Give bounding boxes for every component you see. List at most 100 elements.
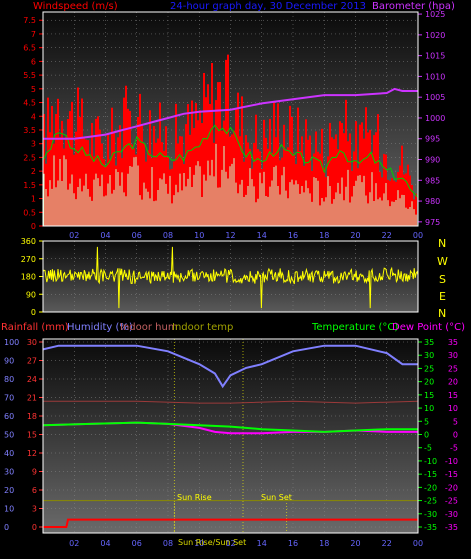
direction-y-tick-label: 360	[21, 237, 36, 246]
temperature-humidity-panel: 0102030405060708090100036912151821242730…	[4, 338, 458, 548]
temp-y-tick-label: -5	[424, 444, 432, 453]
dewpoint-y-tick-label: -5	[450, 444, 458, 453]
wind-y-tick-label: 2.5	[23, 153, 36, 162]
compass-label-n-bottom: N	[438, 307, 446, 320]
rainfall-y-tick-label: 18	[27, 412, 37, 421]
humidity-y-tick-label: 60	[4, 412, 14, 421]
temp-x-tick-label: 16	[288, 539, 298, 548]
temp-y-tick-label: 25	[424, 364, 434, 373]
barometer-line	[43, 87, 418, 140]
humidity-y-tick-label: 100	[4, 338, 19, 347]
wind-x-tick-label: 20	[350, 231, 360, 240]
baro-y-tick-label: 975	[425, 218, 440, 227]
wind-y-tick-label: 0	[31, 222, 36, 231]
temp-y-tick-label: 35	[424, 338, 434, 347]
baro-y-tick-label: 995	[425, 135, 440, 144]
humidity-y-tick-label: 30	[4, 468, 14, 477]
direction-y-tick-label: 180	[21, 273, 36, 282]
temp-x-tick-label: 20	[350, 539, 360, 548]
wind-y-tick-label: 1.5	[23, 181, 36, 190]
humidity-y-tick-label: 20	[4, 486, 14, 495]
dewpoint-axis-title: Dew Point (°C)	[392, 322, 465, 333]
wind-average-line	[42, 124, 419, 198]
temp-y-tick-label: -35	[424, 523, 437, 532]
rainfall-y-tick-label: 30	[27, 338, 37, 347]
wind-x-tick-label: 14	[257, 231, 267, 240]
wind-direction-panel: 0 90 180 270 360	[21, 237, 419, 317]
humidity-y-tick-label: 0	[4, 523, 9, 532]
sun-rise-label: Sun Rise	[177, 493, 212, 502]
dewpoint-y-tick-label: 15	[448, 391, 458, 400]
wind-y-tick-label: 5.5	[23, 71, 36, 80]
direction-y-tick-label: 270	[21, 255, 36, 264]
temp-x-tick-label: 18	[319, 539, 329, 548]
direction-y-tick-label: 90	[26, 290, 36, 299]
humidity-axis-title: Humidity (%)	[67, 322, 133, 333]
wind-y-tick-label: 6	[31, 57, 36, 66]
temp-x-tick-label: 22	[382, 539, 392, 548]
rainfall-y-tick-label: 24	[27, 375, 37, 384]
dewpoint-y-tick-label: 0	[453, 431, 458, 440]
baro-y-tick-label: 1025	[425, 10, 445, 19]
wind-x-tick-label: 16	[288, 231, 298, 240]
temp-x-tick-label: 08	[163, 539, 173, 548]
humidity-y-tick-label: 70	[4, 394, 14, 403]
compass-label-e: E	[439, 290, 446, 303]
temp-y-tick-label: -25	[424, 497, 437, 506]
rainfall-y-tick-label: 3	[32, 505, 37, 514]
dewpoint-y-tick-label: -30	[445, 510, 458, 519]
temp-y-tick-label: 15	[424, 391, 434, 400]
wind-y-tick-label: 5	[31, 85, 36, 94]
rainfall-y-tick-label: 9	[32, 468, 37, 477]
wind-y-tick-label: 0.5	[23, 208, 36, 217]
temp-y-tick-label: 20	[424, 378, 434, 387]
humidity-y-tick-label: 80	[4, 375, 14, 384]
compass-label-s: S	[439, 273, 446, 286]
temp-y-tick-label: 0	[424, 431, 429, 440]
dewpoint-y-tick-label: 10	[448, 404, 458, 413]
baro-y-tick-label: 1020	[425, 31, 445, 40]
humidity-y-tick-label: 40	[4, 449, 14, 458]
rainfall-line	[43, 518, 418, 528]
baro-y-tick-label: 985	[425, 176, 440, 185]
compass-label-n-top: N	[438, 237, 446, 250]
wind-panel-frame	[42, 11, 419, 227]
wind-y-tick-label: 3.5	[23, 126, 36, 135]
baro-y-tick-label: 1015	[425, 52, 445, 61]
wind-y-tick-label: 4.5	[23, 99, 36, 108]
wind-y-tick-label: 4	[31, 112, 36, 121]
wind-x-tick-label: 08	[163, 231, 173, 240]
humidity-y-tick-label: 10	[4, 505, 14, 514]
wind-y-tick-label: 1	[31, 195, 36, 204]
temp-y-tick-label: -20	[424, 483, 437, 492]
temp-y-tick-label: 5	[424, 417, 429, 426]
dewpoint-y-tick-label: -10	[445, 457, 458, 466]
humidity-y-tick-label: 50	[4, 431, 14, 440]
humidity-y-tick-label: 90	[4, 357, 14, 366]
chart-title: 24-hour graph day, 30 December 2013	[170, 1, 366, 12]
temp-y-tick-label: -10	[424, 457, 437, 466]
wind-x-tick-label: 12	[225, 231, 235, 240]
wind-x-tick-label: 22	[382, 231, 392, 240]
wind-direction-labels: N W S E N	[437, 237, 448, 320]
wind-x-tick-label: 02	[69, 231, 79, 240]
dewpoint-y-tick-label: 30	[448, 351, 458, 360]
rainfall-y-tick-label: 15	[27, 431, 37, 440]
temp-x-tick-label: 10	[194, 539, 204, 548]
direction-panel-frame	[42, 240, 419, 313]
temperature-axis-title: Temperature (°C)	[311, 322, 398, 333]
baro-y-tick-label: 1010	[425, 72, 445, 81]
wind-x-tick-label: 10	[194, 231, 204, 240]
dewpoint-y-tick-label: 5	[453, 417, 458, 426]
dewpoint-y-tick-label: -25	[445, 497, 458, 506]
wind-y-tick-label: 7	[31, 30, 36, 39]
dewpoint-y-tick-label: 35	[448, 338, 458, 347]
wind-y-tick-label: 6.5	[23, 44, 36, 53]
windspeed-axis-title: Windspeed (m/s)	[33, 1, 118, 12]
wind-y-tick-label: 3	[31, 140, 36, 149]
baro-y-tick-label: 980	[425, 197, 440, 206]
wind-x-tick-label: 06	[132, 231, 142, 240]
temperature-line	[42, 421, 418, 433]
dewpoint-y-tick-label: -15	[445, 470, 458, 479]
